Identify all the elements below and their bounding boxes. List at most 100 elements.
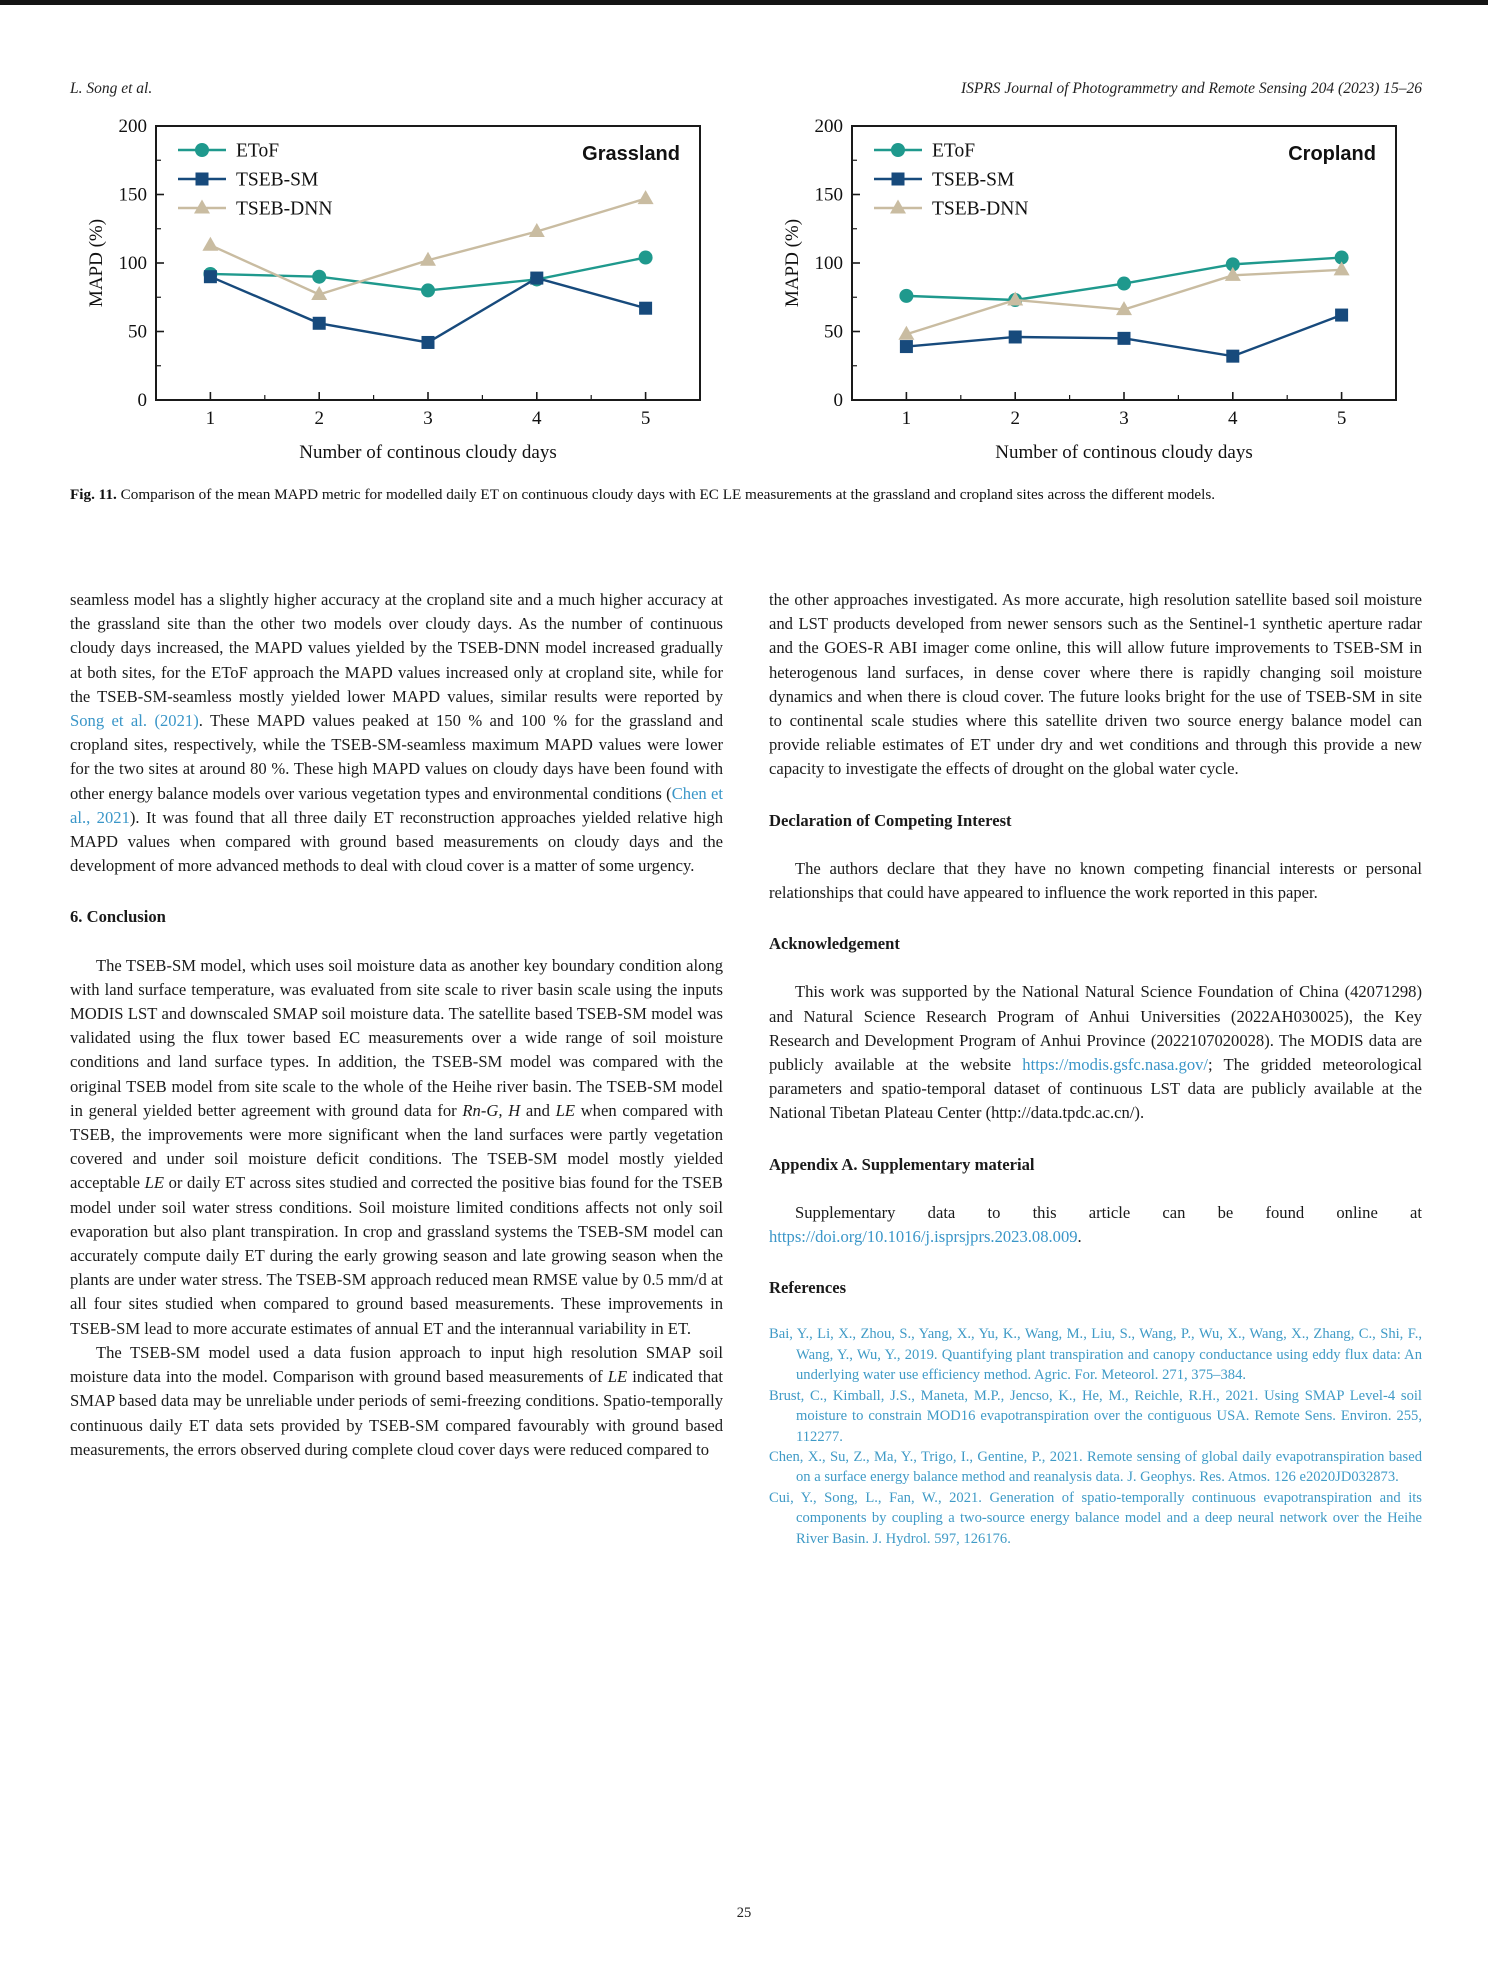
body-text: This work was supported by the National … bbox=[769, 982, 1422, 1075]
series-marker-TSEB-SM bbox=[312, 316, 326, 330]
figure-caption: Fig. 11. Comparison of the mean MAPD met… bbox=[70, 484, 1422, 505]
italic-term: LE bbox=[144, 1173, 164, 1193]
body-text: when compared with TSEB, the improvement… bbox=[70, 1100, 723, 1193]
series-marker-TSEB-SM bbox=[1226, 349, 1240, 363]
series-marker-TSEB-SM bbox=[899, 340, 913, 354]
y-tick-label: 150 bbox=[119, 185, 148, 206]
series-marker-TSEB-SM bbox=[1335, 308, 1349, 322]
body-text: The TSEB-SM model used a data fusion app… bbox=[70, 1342, 723, 1387]
body-paragraph: seamless model has a slightly higher acc… bbox=[70, 588, 723, 878]
cropland-chart: 0 50 100 150 200 1 2 3 4 5 EToF TSEB-SM TSEB-DNN Crop… bbox=[782, 116, 1397, 463]
x-tick-label: 4 bbox=[1228, 408, 1238, 429]
body-text: and bbox=[520, 1100, 556, 1120]
series-marker-TSEB-DNN bbox=[202, 236, 219, 251]
chart-site-label: Grassland bbox=[582, 143, 680, 165]
charts-row: 0 50 100 150 200 1 2 3 4 5 EToF TSEB-SM TSEB-DNN Gras… bbox=[70, 112, 1422, 466]
body-text: . These MAPD values peaked at 150 % and … bbox=[70, 711, 723, 803]
body-paragraph: This work was supported by the National … bbox=[769, 980, 1422, 1125]
inline-citation-link[interactable]: https://modis.gsfc.nasa.gov/ bbox=[1022, 1055, 1209, 1075]
inline-citation-link[interactable]: Chen et al., 2021 bbox=[70, 783, 723, 827]
inline-citation-link[interactable]: https://doi.org/10.1016/j.isprsjprs.2023… bbox=[769, 1227, 1078, 1247]
running-head-journal: ISPRS Journal of Photogrammetry and Remo… bbox=[960, 80, 1422, 97]
y-tick-label: 50 bbox=[128, 322, 147, 343]
left-column: seamless model has a slightly higher acc… bbox=[70, 588, 723, 1549]
series-marker-TSEB-SM bbox=[639, 301, 653, 315]
series-marker-EToF bbox=[312, 269, 327, 284]
body-paragraph: The TSEB-SM model used a data fusion app… bbox=[70, 1341, 723, 1462]
x-tick-label: 2 bbox=[314, 408, 324, 429]
series-marker-EToF bbox=[421, 283, 435, 298]
reference-entry[interactable]: Chen, X., Su, Z., Ma, Y., Trigo, I., Gen… bbox=[769, 1448, 1422, 1486]
x-axis-title: Number of continous cloudy days bbox=[299, 442, 557, 463]
body-paragraph: The authors declare that they have no kn… bbox=[769, 857, 1422, 905]
reference-entry[interactable]: Bai, Y., Li, X., Zhou, S., Yang, X., Yu,… bbox=[769, 1326, 1422, 1384]
inline-citation-link[interactable]: Song et al. (2021) bbox=[70, 711, 199, 731]
x-axis-title: Number of continous cloudy days bbox=[995, 442, 1253, 463]
x-tick-label: 5 bbox=[641, 408, 651, 429]
reference-entry[interactable]: Cui, Y., Song, L., Fan, W., 2021. Genera… bbox=[769, 1489, 1422, 1547]
legend-label: TSEB-SM bbox=[236, 170, 318, 191]
y-axis-title: MAPD (%) bbox=[86, 219, 107, 307]
y-tick-label: 200 bbox=[119, 116, 148, 137]
legend-marker-EToF bbox=[195, 143, 209, 157]
section-heading: 6. Conclusion bbox=[70, 907, 166, 927]
series-marker-TSEB-DNN bbox=[1333, 261, 1350, 276]
y-tick-label: 100 bbox=[815, 253, 844, 274]
running-head: L. Song et al. ISPRS Journal of Photogra… bbox=[70, 80, 1422, 98]
legend-marker-TSEB-SM bbox=[891, 172, 905, 186]
italic-term: Rn-G, H bbox=[462, 1100, 521, 1120]
figure-caption-label: Fig. 11. bbox=[70, 486, 117, 503]
series-marker-TSEB-SM bbox=[530, 271, 544, 285]
section-heading: Declaration of Competing Interest bbox=[769, 810, 1012, 830]
series-marker-TSEB-SM bbox=[1117, 331, 1131, 345]
legend-marker-TSEB-SM bbox=[195, 172, 209, 186]
body-text: Supplementary data to this article can b… bbox=[795, 1202, 1422, 1222]
series-marker-TSEB-SM bbox=[421, 335, 435, 349]
series-marker-EToF bbox=[1117, 276, 1131, 291]
series-marker-EToF bbox=[1225, 257, 1240, 272]
series-marker-TSEB-DNN bbox=[311, 286, 328, 301]
reference-entry[interactable]: Brust, C., Kimball, J.S., Maneta, M.P., … bbox=[769, 1387, 1422, 1445]
page-top-edge bbox=[0, 0, 1488, 5]
body-text: the other approaches investigated. As mo… bbox=[769, 590, 1422, 779]
body-paragraph: the other approaches investigated. As mo… bbox=[769, 588, 1422, 782]
y-tick-label: 100 bbox=[119, 253, 148, 274]
series-marker-TSEB-DNN bbox=[1007, 291, 1024, 306]
series-marker-TSEB-DNN bbox=[420, 251, 436, 266]
y-tick-label: 200 bbox=[815, 116, 844, 137]
legend-label: TSEB-DNN bbox=[932, 199, 1028, 220]
series-marker-TSEB-DNN bbox=[528, 222, 545, 237]
legend-label: EToF bbox=[236, 141, 279, 162]
body-paragraph: The TSEB-SM model, which uses soil moist… bbox=[70, 954, 723, 1341]
italic-term: LE bbox=[555, 1100, 575, 1120]
y-tick-label: 0 bbox=[834, 390, 844, 411]
body-text: . bbox=[1077, 1227, 1082, 1247]
x-tick-label: 3 bbox=[1119, 408, 1129, 429]
running-head-authors: L. Song et al. bbox=[70, 80, 153, 97]
y-tick-label: 0 bbox=[138, 390, 148, 411]
x-tick-label: 4 bbox=[532, 408, 542, 429]
y-tick-label: 50 bbox=[824, 322, 843, 343]
body-paragraph: Supplementary data to this article can b… bbox=[769, 1201, 1422, 1249]
legend-label: TSEB-SM bbox=[932, 170, 1014, 191]
y-axis-title: MAPD (%) bbox=[782, 219, 803, 307]
x-tick-label: 1 bbox=[206, 408, 216, 429]
series-marker-EToF bbox=[899, 288, 914, 303]
grassland-chart: 0 50 100 150 200 1 2 3 4 5 EToF TSEB-SM TSEB-DNN Gras… bbox=[86, 116, 701, 463]
body-text: ). It was found that all three daily ET … bbox=[70, 807, 723, 876]
series-marker-TSEB-DNN bbox=[1116, 301, 1132, 316]
legend-label: EToF bbox=[932, 141, 975, 162]
page-number: 25 bbox=[736, 1905, 752, 1921]
body-text: ; The gridded meteorological parameters … bbox=[769, 1055, 1422, 1123]
section-heading: Appendix A. Supplementary material bbox=[769, 1154, 1035, 1174]
series-marker-TSEB-DNN bbox=[1224, 266, 1241, 281]
series-marker-EToF bbox=[638, 250, 653, 265]
legend-marker-TSEB-DNN bbox=[890, 199, 906, 214]
right-column: the other approaches investigated. As mo… bbox=[769, 588, 1422, 1549]
x-tick-label: 3 bbox=[423, 408, 433, 429]
series-marker-TSEB-DNN bbox=[898, 325, 915, 340]
x-tick-label: 1 bbox=[902, 408, 912, 429]
figure-caption-text: Comparison of the mean MAPD metric for m… bbox=[116, 486, 1216, 503]
series-marker-TSEB-SM bbox=[1008, 330, 1022, 344]
